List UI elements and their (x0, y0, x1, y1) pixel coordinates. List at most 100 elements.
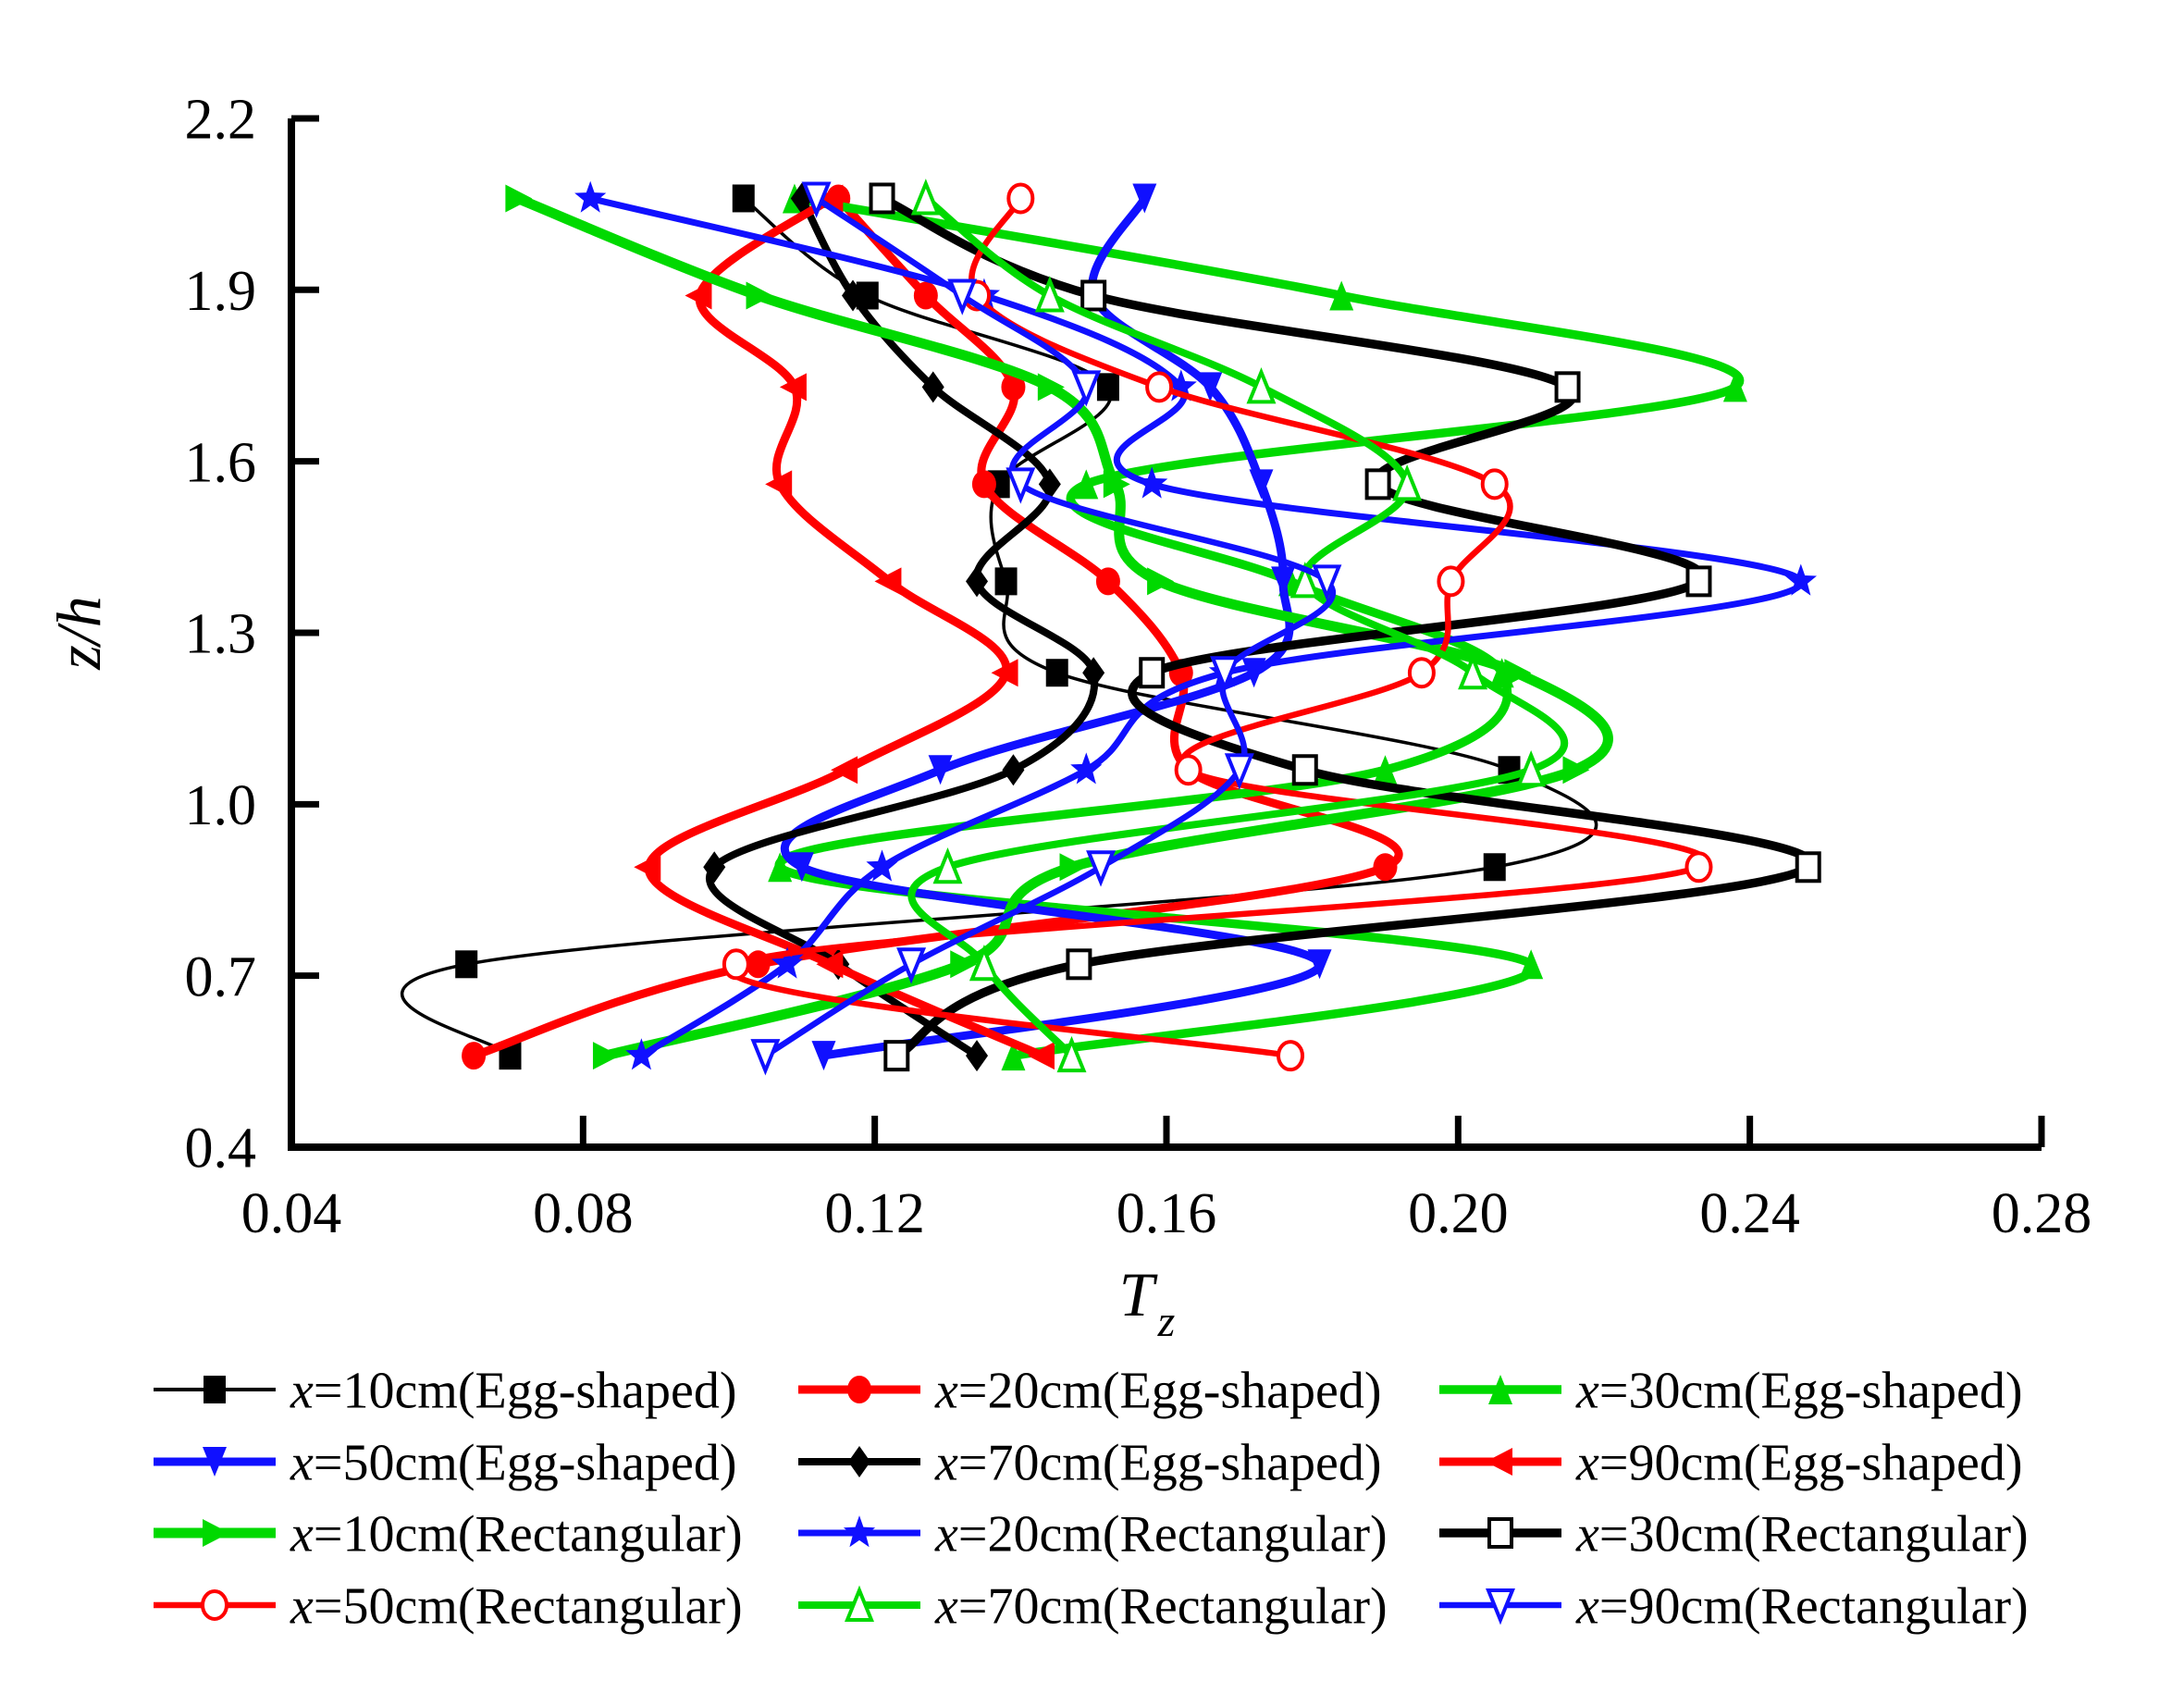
data-point-square (994, 567, 1018, 596)
data-point-triangle-up-open (1289, 562, 1320, 599)
data-point-circle-open (1480, 468, 1509, 500)
data-point-star (866, 849, 898, 882)
data-point-diamond (1082, 657, 1105, 689)
data-point-triangle-up-open (969, 944, 999, 982)
data-point-triangle-up-open (1516, 749, 1547, 787)
data-point-diamond (1038, 468, 1061, 500)
y-tick-label: 2.2 (185, 89, 257, 152)
legend-label: x=10cm(Rectangular) (290, 1506, 743, 1563)
data-point-star (1136, 466, 1168, 499)
series-layer (400, 179, 1821, 1076)
data-point-triangle-up-open (845, 1585, 874, 1622)
series-line (706, 194, 1099, 1060)
data-point-circle-open (1174, 754, 1203, 786)
data-point-triangle-right (1562, 756, 1590, 785)
data-point-triangle-down-open (1224, 753, 1254, 790)
data-point-square (1483, 853, 1506, 882)
data-point-triangle-right (1059, 853, 1087, 882)
legend-item: x=50cm(Rectangular) (154, 1578, 743, 1636)
series-x-30cm-rectangular- (869, 182, 1821, 1072)
data-point-triangle-up-open (1034, 276, 1065, 313)
data-point-circle-open (1145, 371, 1174, 403)
series-line (877, 193, 1815, 1060)
data-point-triangle-left (765, 470, 793, 499)
y-tick-label: 1.3 (185, 603, 257, 666)
data-point-triangle-left (1486, 1448, 1512, 1476)
legend-label: x=30cm(Egg-shaped) (1575, 1363, 2023, 1420)
data-point-circle-open (1277, 1040, 1305, 1072)
data-point-triangle-left (816, 184, 844, 213)
data-point-diamond (703, 851, 726, 884)
data-point-circle (971, 470, 996, 499)
x-tick-label: 0.12 (824, 1182, 925, 1245)
data-point-star (1784, 563, 1817, 596)
data-point-triangle-right (1103, 470, 1130, 499)
data-point-square-open (1364, 468, 1391, 500)
data-point-square-open (869, 182, 895, 215)
data-point-triangle-down-open (801, 181, 832, 218)
data-point-circle-open (722, 948, 750, 981)
series-x-50cm-rectangular- (722, 182, 1713, 1072)
y-tick-label: 1.6 (185, 431, 257, 494)
data-point-triangle-up (1488, 1375, 1512, 1404)
y-tick-label: 0.7 (185, 945, 257, 1008)
data-point-triangle-down-open (1071, 370, 1102, 407)
legend-item: x=30cm(Rectangular) (1439, 1506, 2029, 1563)
data-point-triangle-down-open (1086, 850, 1117, 887)
data-point-triangle-right (1037, 373, 1065, 402)
y-tick-label: 1.0 (185, 774, 257, 837)
data-point-star (771, 946, 804, 979)
x-tick-label: 0.04 (241, 1182, 342, 1245)
data-point-square (204, 1376, 226, 1403)
series-x-70cm-rectangular- (907, 179, 1569, 1073)
data-point-square-open (1795, 851, 1821, 884)
legend-label: x=50cm(Rectangular) (290, 1578, 743, 1636)
data-point-triangle-left (874, 567, 902, 596)
legend-item: x=90cm(Egg-shaped) (1439, 1435, 2023, 1492)
data-point-circle (1001, 373, 1026, 402)
legend-label: x=70cm(Egg-shaped) (934, 1435, 1382, 1492)
axis-frame (288, 117, 2042, 1151)
data-point-square-open (1554, 371, 1581, 403)
data-point-triangle-up (1722, 372, 1747, 402)
legend-item: x=90cm(Rectangular) (1439, 1578, 2029, 1636)
data-point-star (625, 1038, 658, 1070)
data-point-triangle-right (592, 1042, 620, 1070)
x-tick-label: 0.20 (1408, 1182, 1509, 1245)
y-tick-label: 1.9 (185, 260, 257, 323)
legend-label: x=90cm(Egg-shaped) (1575, 1435, 2023, 1492)
data-point-square-open (883, 1040, 910, 1072)
data-point-triangle-right (1504, 659, 1532, 687)
data-point-triangle-down-open (947, 278, 978, 315)
legend-label: x=30cm(Rectangular) (1575, 1506, 2029, 1563)
data-point-triangle-down-open (1210, 656, 1240, 693)
data-point-triangle-right (203, 1519, 229, 1547)
data-point-triangle-down-open (1312, 564, 1342, 601)
chart-legend: x=10cm(Egg-shaped) x=20cm(Egg-shaped) x=30… (154, 1363, 2029, 1636)
data-point-diamond (921, 371, 944, 403)
data-point-triangle-down-open (1006, 467, 1036, 504)
legend-item: x=20cm(Rectangular) (798, 1506, 1388, 1563)
data-point-square-open (1066, 948, 1092, 981)
data-point-triangle-up (1001, 1041, 1026, 1071)
data-point-star (1165, 369, 1197, 402)
data-point-triangle-left (685, 281, 712, 310)
data-point-triangle-right (950, 950, 978, 979)
data-point-triangle-down (1271, 566, 1296, 597)
data-point-triangle-left (816, 950, 844, 979)
data-point-circle (847, 1376, 871, 1403)
legend-label: x=70cm(Rectangular) (934, 1578, 1388, 1636)
legend-item: x=10cm(Egg-shaped) (154, 1363, 737, 1420)
data-point-triangle-up (1519, 949, 1544, 980)
legend-item: x=50cm(Egg-shaped) (154, 1435, 737, 1492)
x-tick-label: 0.24 (1699, 1182, 1800, 1245)
data-point-circle-open (1407, 657, 1436, 689)
data-point-square (455, 950, 478, 979)
data-point-square (1045, 659, 1068, 687)
data-point-circle (1095, 567, 1120, 596)
data-point-triangle-up (768, 852, 793, 883)
data-point-triangle-down (1198, 372, 1223, 402)
series-line (762, 195, 1337, 1059)
series-line (907, 194, 1569, 1060)
